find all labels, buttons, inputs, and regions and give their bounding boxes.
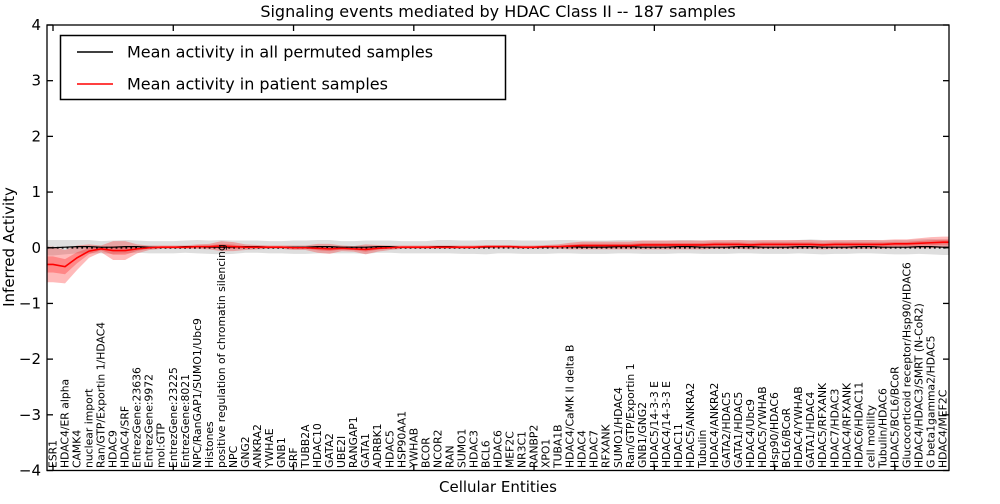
x-category-label: RANGAP1 xyxy=(347,416,360,468)
x-category-label: XPO1 xyxy=(540,439,553,468)
x-category-label: mol:GTP xyxy=(155,423,168,468)
x-category-label: Glucocorticoid receptor/Hsp90/HDAC6 xyxy=(900,262,913,468)
x-category-label: SRF xyxy=(287,447,300,468)
x-category-label: HDAC7/HDAC3 xyxy=(828,389,841,468)
x-category-label: GATA1/HDAC4 xyxy=(804,391,817,468)
y-tick-label: −1 xyxy=(19,294,41,312)
y-tick-label: −3 xyxy=(19,406,41,424)
x-category-label: HDAC4/RFXANK xyxy=(840,382,853,468)
x-category-label: GNB1 xyxy=(275,437,288,468)
x-category-label: MEF2C xyxy=(504,431,517,468)
x-category-label: HDAC3 xyxy=(467,430,480,468)
y-tick-labels: −4 −3 −2 −1 0 1 2 3 4 xyxy=(19,16,41,480)
y-tick-label: 3 xyxy=(31,72,41,90)
x-category-label: HDAC4/ER alpha xyxy=(59,379,72,468)
x-category-label: HDAC9 xyxy=(107,430,120,468)
x-category-label: UBE2I xyxy=(335,436,348,468)
x-category-label: YWHAE xyxy=(263,428,276,469)
x-category-label: YWHAB xyxy=(407,428,420,469)
x-category-label: EntrezGene:8021 xyxy=(179,374,192,468)
x-category-label: HDAC5 xyxy=(383,430,396,468)
x-category-label: HDAC11 xyxy=(672,423,685,468)
x-category-label: TUBB2A xyxy=(299,424,312,469)
x-axis-label: Cellular Entities xyxy=(439,478,557,496)
x-category-label: HDAC10 xyxy=(311,423,324,468)
x-category-labels: ESR1 HDAC4/ER alpha CAMK4 nuclear import Ran… xyxy=(47,244,950,469)
x-category-label: CAMK4 xyxy=(71,430,84,468)
x-category-label: HDAC5/YWHAB xyxy=(756,386,769,468)
x-category-label: GATA1 xyxy=(359,433,372,468)
x-category-label: GATA1/HDAC5 xyxy=(732,392,745,468)
x-category-label: positive regulation of chromatin silenci… xyxy=(215,244,228,468)
x-category-label: NCOR2 xyxy=(431,430,444,469)
x-category-label: HDAC5/BCL6/BCoR xyxy=(888,366,901,468)
x-category-label: EntrezGene:23636 xyxy=(131,367,144,468)
x-category-label: Ran/GTP/Exportin 1/HDAC4 xyxy=(95,322,108,468)
confidence-bands xyxy=(47,236,949,284)
x-category-label: SUMO1 xyxy=(455,429,468,468)
x-category-label: Tubulin/HDAC6 xyxy=(876,388,889,469)
legend-box xyxy=(59,34,507,101)
x-category-label: GNG2 xyxy=(239,436,252,468)
legend-patient-label: Mean activity in patient samples xyxy=(127,75,388,94)
legend: Mean activity in all permuted samples Me… xyxy=(59,34,507,101)
x-category-label: HDAC4/ANKRA2 xyxy=(708,383,721,468)
x-category-label: HDAC5/RFXANK xyxy=(816,382,829,468)
x-category-label: HDAC4/14-3-3 E xyxy=(660,381,673,468)
x-category-label: RANBP2 xyxy=(528,425,541,468)
x-category-label: RFXANK xyxy=(600,423,613,468)
x-category-label: ANKRA2 xyxy=(251,424,264,468)
x-category-label: Histones xyxy=(203,421,216,468)
x-category-label: HDAC4/YWHAB xyxy=(792,386,805,468)
x-category-label: RAN xyxy=(443,445,456,468)
x-category-label: HDAC4/SRF xyxy=(119,406,132,468)
x-category-label: EntrezGene:9972 xyxy=(143,374,156,468)
x-category-label: BCL6 xyxy=(479,440,492,468)
x-category-label: GNB1/GNG2 xyxy=(636,402,649,468)
y-tick-label: 1 xyxy=(31,183,41,201)
x-category-label: Hsp90/HDAC6 xyxy=(768,392,781,468)
y-tick-label: −4 xyxy=(19,462,41,480)
x-category-label: ESR1 xyxy=(47,440,60,468)
x-category-label: HDAC7 xyxy=(588,430,601,468)
y-tick-label: 2 xyxy=(31,127,41,145)
legend-permuted-label: Mean activity in all permuted samples xyxy=(127,43,433,62)
x-category-label: NPC/RanGAP1/SUMO1/Ubc9 xyxy=(191,318,204,468)
x-category-label: GATA2 xyxy=(323,433,336,468)
y-tick-label: −2 xyxy=(19,350,41,368)
x-category-label: HDAC4/HDAC3/SMRT (N-CoR2) xyxy=(912,303,925,468)
x-category-label: HDAC5/ANKRA2 xyxy=(684,383,697,468)
patient-mean-line xyxy=(47,241,949,268)
x-category-label: EntrezGene:23225 xyxy=(167,367,180,468)
x-category-label: SUMO1/HDAC4 xyxy=(612,387,625,468)
x-category-label: Tubulin xyxy=(696,430,709,469)
x-category-label: HSP90AA1 xyxy=(395,411,408,468)
x-category-label: TUBA1B xyxy=(552,424,565,469)
x-category-label: HDAC4/MEF2C xyxy=(937,390,950,468)
x-category-label: Ran/GTP/Exportin 1 xyxy=(624,363,637,468)
x-category-label: cell motility xyxy=(864,404,877,468)
x-category-label: ADRBK1 xyxy=(371,423,384,468)
x-category-label: HDAC4 xyxy=(576,430,589,468)
y-tick-label: 0 xyxy=(31,239,41,257)
x-category-label: G beta1gamma2/HDAC5 xyxy=(924,336,937,468)
x-category-label: GATA2/HDAC5 xyxy=(720,392,733,468)
x-category-label: HDAC5/14-3-3 E xyxy=(648,381,661,468)
mean-activity-lines xyxy=(47,241,949,268)
x-category-label: HDAC6 xyxy=(492,430,505,468)
x-category-label: nuclear import xyxy=(83,389,96,468)
x-category-label: BCOR xyxy=(419,437,432,468)
chart-title: Signaling events mediated by HDAC Class … xyxy=(260,2,735,21)
x-category-label: NPC xyxy=(227,446,240,468)
plot-frame xyxy=(46,24,950,472)
x-category-label: HDAC4/CaMK II delta B xyxy=(564,345,577,468)
x-category-label: HDAC6/HDAC11 xyxy=(852,382,865,468)
y-tick-label: 4 xyxy=(31,16,41,34)
x-category-label: BCL6/BCoR xyxy=(780,407,793,468)
x-category-label: NR3C1 xyxy=(516,431,529,468)
y-axis-label: Inferred Activity xyxy=(0,187,18,307)
x-category-label: HDAC4/Ubc9 xyxy=(744,399,757,468)
